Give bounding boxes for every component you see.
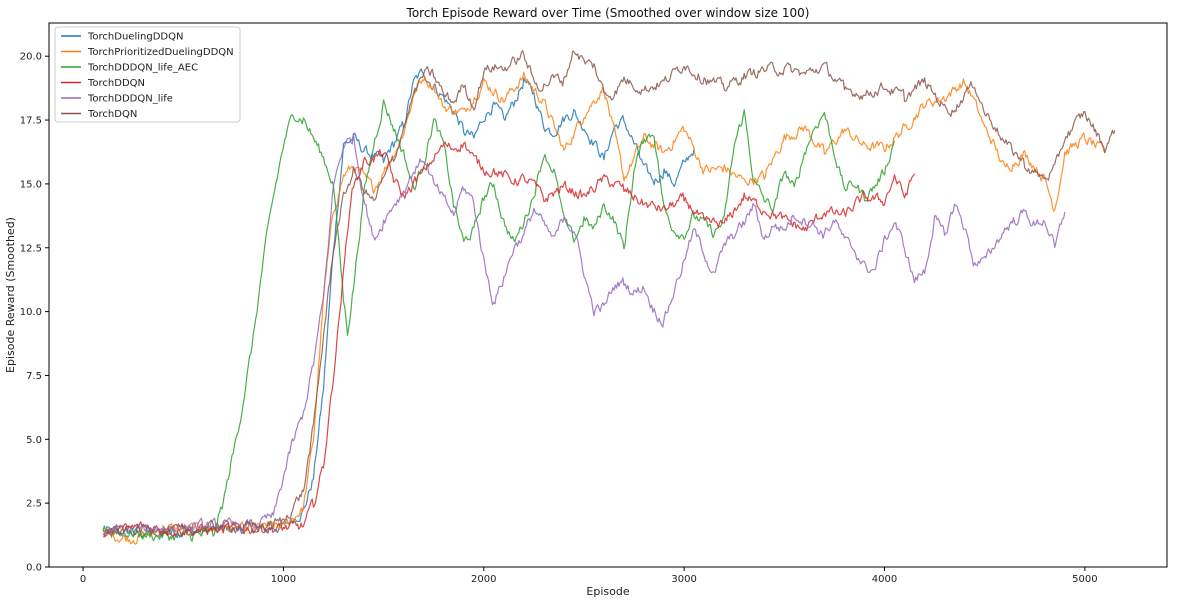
y-tick-label-2: 5.0 [26,435,42,446]
x-tick-label-5: 5000 [1072,574,1097,585]
x-tick-label-3: 3000 [671,574,696,585]
series-layer [102,49,1116,545]
x-tick-label-4: 4000 [872,574,897,585]
legend-label-1: TorchPrioritizedDuelingDDQN [87,47,234,58]
series-line-1 [102,71,1106,545]
series-line-3 [102,141,916,537]
legend-label-0: TorchDuelingDDQN [87,32,183,43]
legend-box [54,26,241,123]
legend: TorchDuelingDDQN TorchPrioritizedDuelingD… [54,26,241,123]
legend-label-4: TorchDDDQN_life [87,94,173,105]
x-tick-label-0: 0 [80,574,86,585]
y-tick-label-7: 17.5 [20,116,42,127]
x-tick-label-1: 1000 [271,574,296,585]
x-axis-label: Episode [586,585,629,598]
y-tick-label-3: 7.5 [26,371,42,382]
y-tick-label-6: 15.0 [20,179,42,190]
axis-layer: 0 1000 2000 3000 4000 5000 0.0 2.5 5.0 7.5 10.0 12.… [20,52,1098,585]
y-tick-label-0: 0.0 [26,563,42,574]
y-tick-label-1: 2.5 [26,499,42,510]
plot-frame [48,22,1168,568]
y-tick-label-4: 10.0 [20,307,42,318]
y-axis-label: Episode Reward (Smoothed) [4,217,17,373]
legend-label-2: TorchDDDQN_life_AEC [87,63,198,74]
y-tick-label-5: 12.5 [20,243,42,254]
x-tick-label-2: 2000 [471,574,496,585]
y-tick-label-8: 20.0 [20,52,42,63]
legend-label-3: TorchDDQN [87,78,145,89]
series-line-5 [102,49,1116,538]
chart-title: Torch Episode Reward over Time (Smoothed… [406,6,810,20]
legend-label-5: TorchDQN [87,109,137,120]
series-line-2 [102,99,896,542]
